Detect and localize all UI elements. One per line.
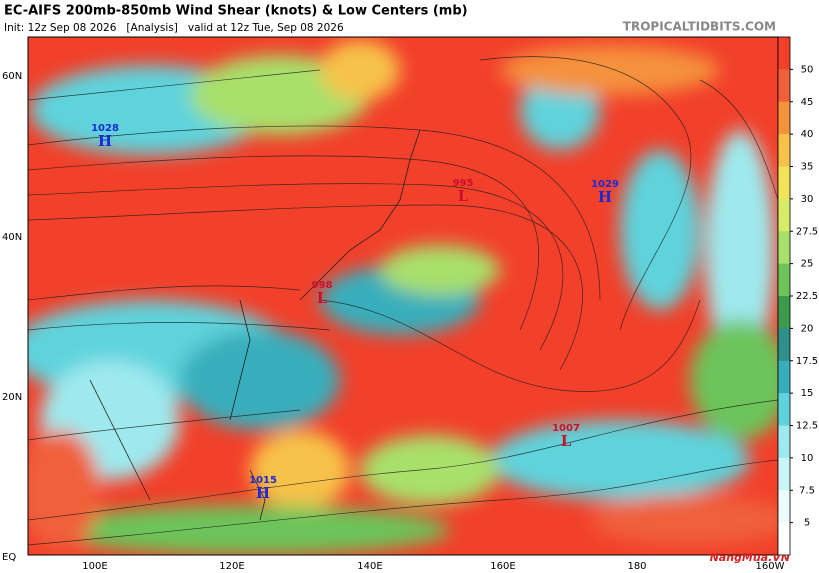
colorbar-band — [778, 490, 790, 524]
center-symbol: L — [561, 432, 572, 450]
center-pressure: 1015 — [249, 475, 277, 486]
colorbar-band — [778, 37, 790, 70]
colorbar-band — [778, 393, 790, 426]
colorbar-label: 27.5 — [796, 226, 818, 237]
colorbar-label: 45 — [801, 97, 814, 108]
lat-label: 40N — [2, 232, 22, 243]
colorbar-label: 7.5 — [799, 485, 815, 496]
lat-label: 20N — [2, 392, 22, 403]
center-symbol: H — [598, 188, 612, 206]
center-pressure: 995 — [453, 178, 474, 189]
colorbar-band — [778, 296, 790, 329]
center-pressure: 1028 — [91, 123, 119, 134]
colorbar-band — [778, 134, 790, 167]
colorbar-band — [778, 166, 790, 200]
colorbar-label: 12.5 — [796, 421, 818, 432]
colorbar-band — [778, 69, 790, 103]
colorbar-label: 17.5 — [796, 356, 818, 367]
center-symbol: L — [317, 289, 328, 307]
lon-label: 120E — [219, 561, 244, 572]
colorbar-band — [778, 360, 790, 394]
colorbar-label: 50 — [801, 64, 814, 75]
colorbar-band — [778, 522, 790, 556]
lon-label: 160E — [490, 561, 515, 572]
colorbar-band — [778, 425, 790, 459]
watermark: NangMua.VN — [710, 551, 790, 564]
lat-label: 60N — [2, 71, 22, 82]
center-symbol: H — [256, 484, 270, 502]
colorbar-label: 35 — [801, 162, 814, 173]
center-symbol: L — [458, 187, 469, 205]
colorbar-label: 40 — [801, 129, 814, 140]
colorbar-label: 20 — [801, 323, 814, 334]
colorbar-label: 25 — [801, 259, 814, 270]
colorbar-band — [778, 101, 790, 135]
title: EC-AIFS 200mb-850mb Wind Shear (knots) &… — [4, 4, 468, 19]
lon-label: 160W — [756, 561, 785, 572]
colorbar-band — [778, 457, 790, 491]
lon-label: 180 — [627, 561, 646, 572]
colorbar-label: 10 — [801, 453, 814, 464]
lat-label: EQ — [2, 552, 16, 563]
colorbar-label: 22.5 — [796, 291, 818, 302]
map-field — [28, 37, 778, 555]
colorbar-band — [778, 263, 790, 297]
colorbar-label: 15 — [801, 388, 814, 399]
lon-label: 140E — [357, 561, 382, 572]
subtitle: Init: 12z Sep 08 2026 [Analysis] valid a… — [4, 22, 344, 34]
center-symbol: H — [98, 132, 112, 150]
center-pressure: 998 — [312, 280, 333, 291]
lon-label: 100E — [82, 561, 107, 572]
colorbar-band — [778, 231, 790, 265]
colorbar-band — [778, 198, 790, 232]
site-name: TROPICALTIDBITS.COM — [623, 20, 776, 34]
colorbar-label: 30 — [801, 194, 814, 205]
colorbar-band — [778, 328, 790, 362]
center-pressure: 1007 — [552, 423, 580, 434]
colorbar-label: 5 — [804, 518, 810, 529]
center-pressure: 1029 — [591, 179, 619, 190]
